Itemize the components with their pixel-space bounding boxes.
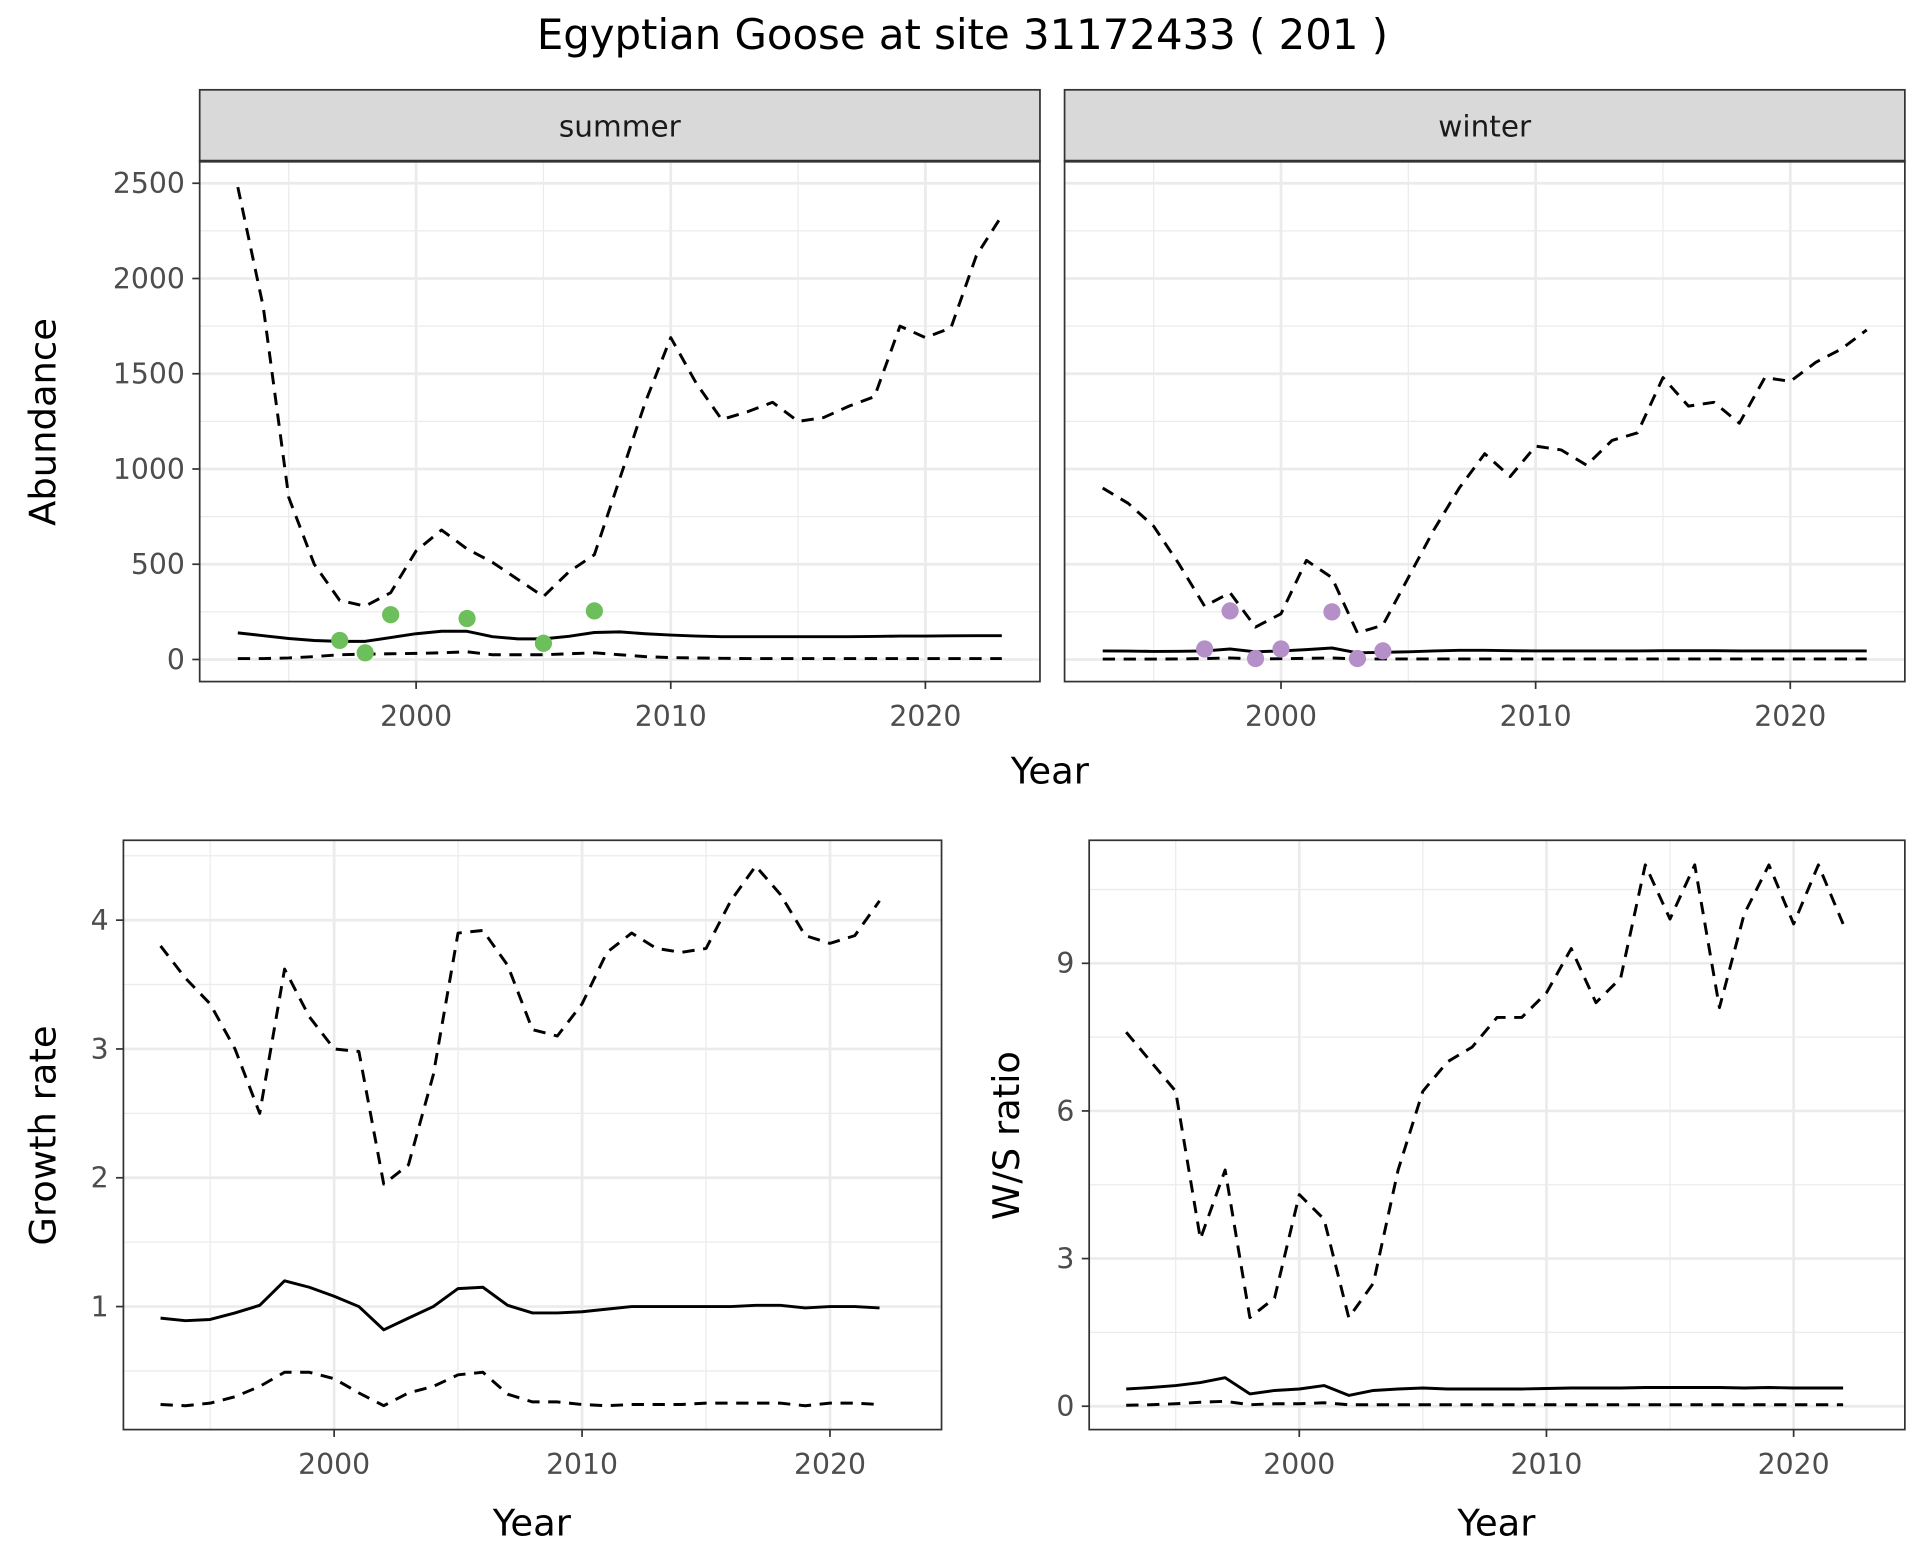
y-tick-label: 3 [91,1033,109,1066]
figure-title: Egyptian Goose at site 31172433 ( 201 ) [537,10,1388,59]
series-line-mean [237,629,1002,643]
panel-border [122,839,943,1431]
x-axis-title-ws: Year [1456,1501,1536,1544]
y-axis-title-ws: W/S ratio [985,1051,1028,1220]
data-point [534,634,553,652]
y-tick-label: 1000 [113,453,185,486]
x-tick-label: 2010 [1500,700,1572,733]
data-point [1272,640,1290,658]
y-tick-label: 1500 [113,358,185,391]
y-tick-label: 4 [91,904,109,937]
panel-abundance-summer: 2000 2010 2020 0 500 1000 1500 2000 2500 summer [113,88,1041,733]
x-tick-label: 2000 [1245,700,1317,733]
data-point [1196,640,1214,658]
y-tick-label: 6 [1056,1095,1074,1128]
y-tick-label: 2 [91,1162,109,1195]
data-point [1348,649,1367,668]
data-point [585,602,603,620]
y-axis-title-abundance: Abundance [22,318,65,526]
x-tick-label: 2010 [1510,1448,1582,1481]
x-tick-label: 2000 [380,700,452,733]
panel-ws-ratio: 2000 2010 2020 0 3 6 9 [1056,839,1906,1481]
y-tick-label: 2500 [113,167,185,200]
data-point [1374,642,1392,660]
y-tick-label: 500 [131,548,185,581]
x-tick-label: 2020 [1758,1448,1830,1481]
data-point [458,609,476,628]
y-tick-label: 2000 [113,262,185,295]
y-tick-label: 1 [91,1290,109,1323]
data-point [331,631,349,650]
series-line-lower [160,1370,880,1408]
series-line-mean [1102,646,1867,655]
plot-background [123,840,942,1430]
series-line-upper [159,864,881,1186]
facet-label-summer: summer [559,110,682,144]
y-tick-label: 0 [1056,1390,1074,1423]
facet-strip [1063,88,1906,163]
plot-background [1089,840,1905,1430]
data-point [356,644,374,662]
panel-growth-rate: 2000 2010 2020 1 2 3 4 [91,839,943,1481]
y-tick-label: 3 [1056,1242,1074,1275]
y-tick-label: 0 [167,643,185,676]
data-point [382,606,400,624]
data-point [1221,602,1239,620]
series-line-upper [1125,863,1845,1320]
data-point [1323,603,1341,621]
x-tick-label: 2020 [1754,700,1826,733]
series-line-lower [1102,656,1867,661]
panel-abundance-winter: 2000 2010 2020 winter [1063,88,1906,733]
x-tick-label: 2010 [635,700,707,733]
series-line-upper [1101,328,1868,635]
x-tick-label: 2020 [794,1448,866,1481]
series-line-mean [1126,1376,1844,1397]
panel-border [1088,839,1906,1431]
y-tick-label: 9 [1056,947,1074,980]
data-point [1246,649,1265,668]
x-tick-label: 2010 [546,1448,618,1481]
x-tick-label: 2020 [889,700,961,733]
x-axis-title-growth: Year [492,1501,572,1544]
series-line-lower [1126,1399,1844,1407]
x-axis-title-abundance: Year [1010,750,1090,793]
x-tick-label: 2000 [1263,1448,1335,1481]
y-axis-title-growth: Growth rate [22,1025,65,1245]
x-tick-label: 2000 [298,1448,370,1481]
series-line-mean [160,1279,880,1332]
facet-label-winter: winter [1438,110,1532,144]
